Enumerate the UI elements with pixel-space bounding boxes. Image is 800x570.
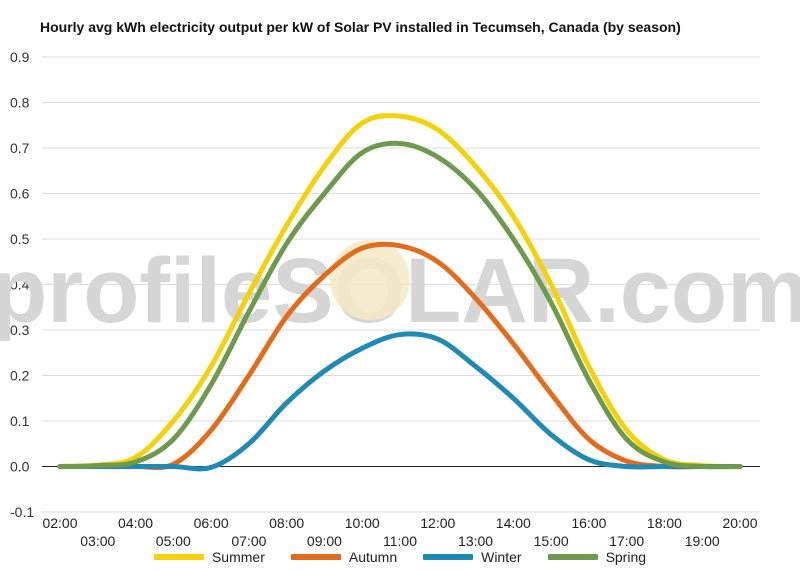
x-tick-label: 14:00 <box>496 515 531 531</box>
legend-swatch <box>547 554 598 560</box>
y-tick-label: 0.0 <box>10 459 30 475</box>
x-tick-label: 06:00 <box>194 515 229 531</box>
x-tick-label: 15:00 <box>534 533 569 549</box>
legend-swatch <box>423 554 474 560</box>
legend-item-autumn[interactable]: Autumn <box>290 549 398 565</box>
x-tick-label: 13:00 <box>458 533 493 549</box>
y-tick-label: 0.7 <box>10 140 30 156</box>
legend-label: Winter <box>481 549 522 565</box>
y-tick-label: 0.4 <box>10 277 30 293</box>
x-tick-label: 07:00 <box>231 533 266 549</box>
legend-swatch <box>290 554 341 560</box>
legend: Summer Autumn Winter Spring <box>0 549 800 565</box>
x-tick-label: 11:00 <box>383 533 417 549</box>
series-line-summer <box>57 113 743 469</box>
legend-label: Autumn <box>348 549 398 565</box>
x-tick-label: 02:00 <box>42 515 77 531</box>
legend-swatch <box>153 554 204 560</box>
series-line-spring <box>57 140 743 470</box>
sun-logo-icon <box>330 240 410 320</box>
legend-item-spring[interactable]: Spring <box>547 549 647 565</box>
x-tick-label: 18:00 <box>647 515 682 531</box>
x-tick-label: 08:00 <box>269 515 304 531</box>
x-tick-label: 09:00 <box>307 533 342 549</box>
x-tick-label: 04:00 <box>118 515 153 531</box>
y-tick-label: -0.1 <box>10 504 34 520</box>
x-tick-label: 19:00 <box>685 533 720 549</box>
x-tick-label: 17:00 <box>609 533 644 549</box>
x-tick-label: 16:00 <box>571 515 606 531</box>
y-tick-label: 0.2 <box>10 368 30 384</box>
y-tick-label: 0.3 <box>10 322 30 338</box>
y-tick-label: 0.9 <box>10 49 30 65</box>
legend-label: Summer <box>211 549 265 565</box>
grid <box>42 56 760 513</box>
x-tick-label: 10:00 <box>345 515 380 531</box>
y-tick-label: 0.5 <box>10 231 30 247</box>
y-tick-label: 0.6 <box>10 186 30 202</box>
x-tick-label: 12:00 <box>420 515 455 531</box>
series-lines <box>57 113 743 472</box>
chart-title: Hourly avg kWh electricity output per kW… <box>40 19 681 35</box>
legend-label: Spring <box>605 549 647 565</box>
legend-item-winter[interactable]: Winter <box>423 549 522 565</box>
x-tick-label: 03:00 <box>80 533 115 549</box>
y-tick-label: 0.8 <box>10 95 30 111</box>
x-axis-ticks: 02:0003:0004:0005:0006:0007:0008:0009:00… <box>42 515 757 549</box>
legend-item-summer[interactable]: Summer <box>153 549 265 565</box>
y-axis-ticks: 0.9 0.8 0.7 0.6 0.5 0.4 0.3 0.2 0.1 0.0 -0.1 <box>10 49 34 520</box>
series-line-winter <box>57 331 743 472</box>
y-tick-label: 0.1 <box>10 413 30 429</box>
x-tick-label: 05:00 <box>156 533 191 549</box>
x-tick-label: 20:00 <box>722 515 757 531</box>
